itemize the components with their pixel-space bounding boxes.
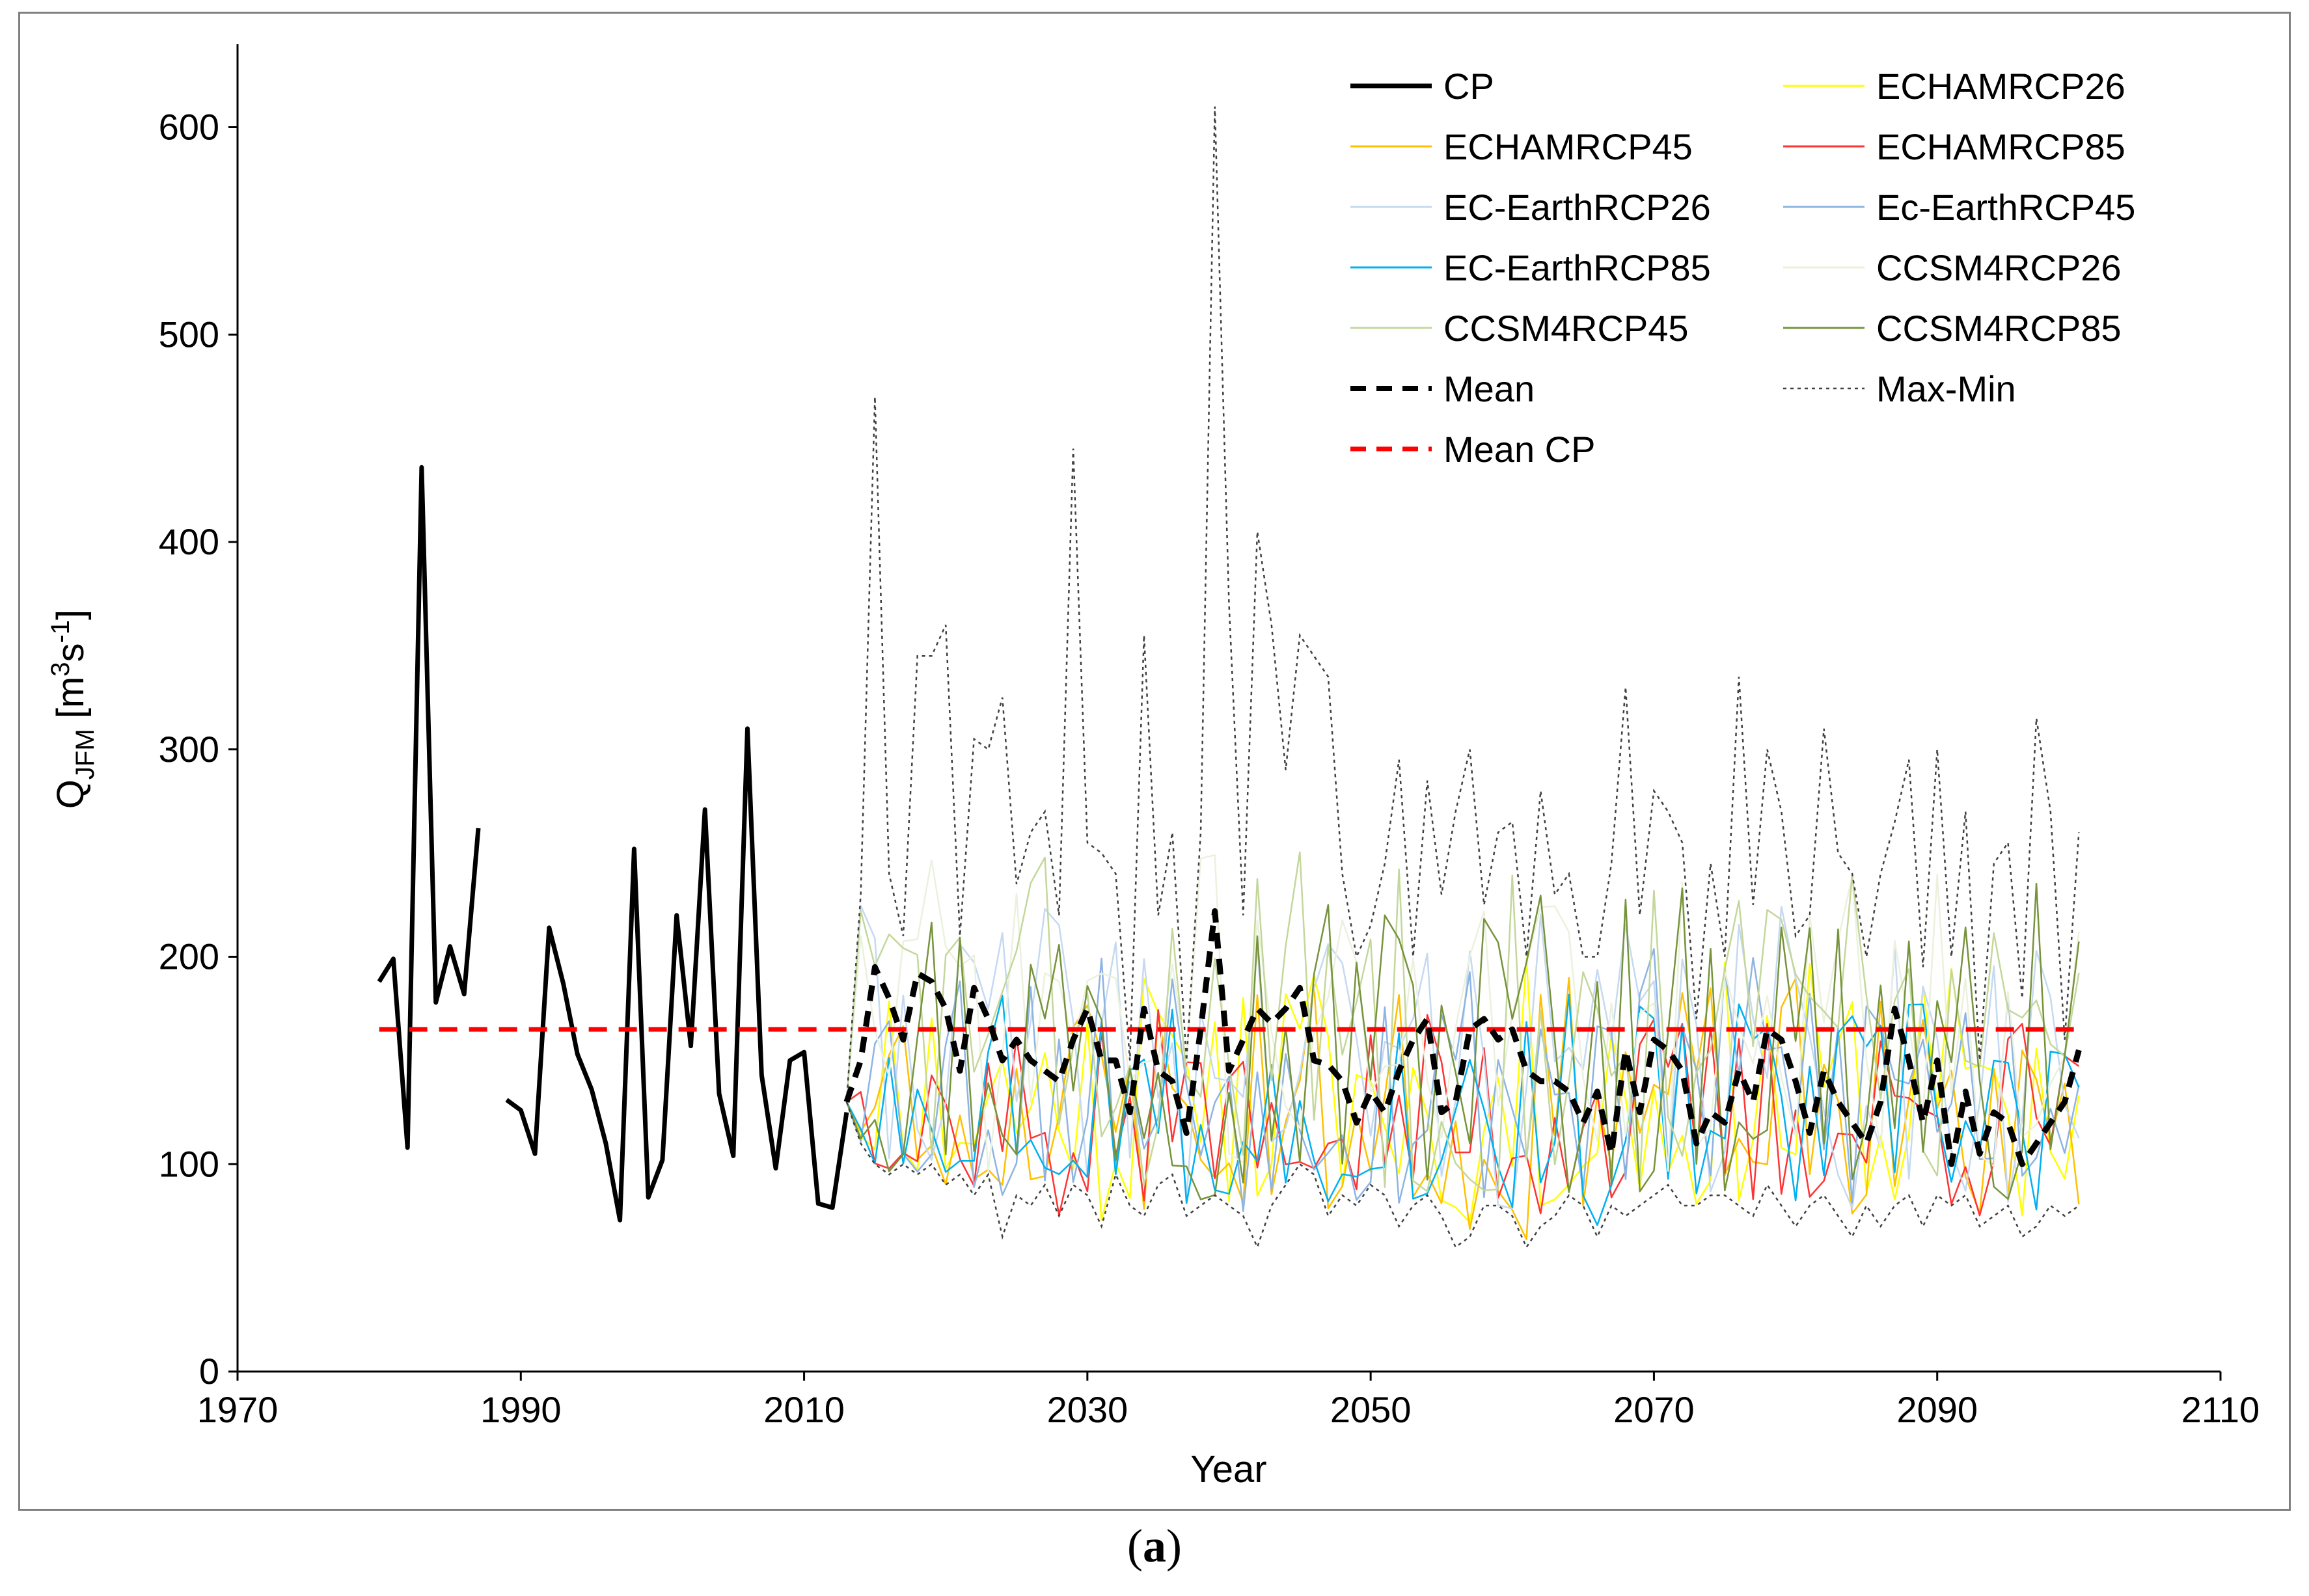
- series-line-echamrcp26: [845, 957, 2080, 1224]
- series-line-ec-earthrcp45: [845, 948, 2080, 1212]
- x-tick-label: 2110: [2181, 1389, 2260, 1430]
- y-axis-title-unit-mid: s: [49, 643, 92, 662]
- y-ticks: 0 100 200 300 400 500 600: [159, 107, 238, 1392]
- x-tick-label: 2070: [1613, 1389, 1695, 1430]
- cp-line: [377, 465, 481, 1150]
- caption-letter: a: [1143, 1520, 1166, 1572]
- legend-label: ECHAMRCP45: [1443, 126, 1693, 167]
- y-axis-title-unit-open: [m: [49, 677, 92, 729]
- legend-label: ECHAMRCP26: [1876, 66, 2125, 107]
- series-layer: [377, 106, 2082, 1250]
- legend-label: CCSM4RCP85: [1876, 308, 2122, 349]
- legend-label: EC-EarthRCP26: [1443, 187, 1711, 228]
- y-axis-title-sup1: 3: [46, 662, 75, 677]
- series-line-ec-earthrcp85: [845, 994, 2080, 1226]
- legend: CP ECHAMRCP45 EC-EarthRCP26 EC-EarthRCP85 CC…: [1350, 66, 2135, 470]
- caption-open: (: [1127, 1520, 1143, 1572]
- legend-label: CCSM4RCP26: [1876, 247, 2122, 288]
- min-line: [845, 1102, 2080, 1250]
- y-axis-title-main: Q: [49, 779, 92, 809]
- legend-label: Mean: [1443, 368, 1535, 409]
- y-axis-title: QJFM [m3s-1]: [46, 610, 100, 809]
- figure-caption: (a): [0, 1519, 2309, 1573]
- x-tick-label: 1990: [480, 1389, 562, 1430]
- y-axis-title-sup2: -1: [46, 620, 75, 643]
- chart-frame: [18, 12, 2291, 1511]
- mean-line: [843, 908, 2082, 1167]
- y-tick-label: 0: [199, 1351, 219, 1392]
- caption-close: ): [1166, 1520, 1182, 1572]
- y-tick-label: 300: [159, 729, 219, 770]
- legend-label: ECHAMRCP85: [1876, 126, 2125, 167]
- y-tick-label: 600: [159, 107, 219, 148]
- x-tick-label: 2050: [1330, 1389, 1412, 1430]
- legend-label: CCSM4RCP45: [1443, 308, 1689, 349]
- y-tick-label: 400: [159, 521, 219, 562]
- legend-label: EC-EarthRCP85: [1443, 247, 1711, 288]
- y-axis-title-sub: JFM: [71, 729, 100, 779]
- x-tick-label: 2030: [1047, 1389, 1128, 1430]
- legend-label: Max-Min: [1876, 368, 2016, 409]
- legend-label: Ec-EarthRCP45: [1876, 187, 2135, 228]
- plot-axes: [236, 44, 2220, 1373]
- y-tick-label: 500: [159, 314, 219, 355]
- y-tick-label: 100: [159, 1143, 219, 1184]
- cp-line: [505, 726, 849, 1223]
- chart-area: 0 100 200 300 400 500 600 1970 1990 2010 2030 2050…: [46, 44, 2260, 1491]
- series-line-ccsm4rcp85: [845, 882, 2080, 1200]
- x-axis-title: Year: [1190, 1448, 1266, 1491]
- x-ticks: 1970 1990 2010 2030 2050 2070 2090 2110: [197, 1372, 2260, 1430]
- x-tick-label: 1970: [197, 1389, 279, 1430]
- x-tick-label: 2010: [763, 1389, 845, 1430]
- y-axis-title-unit-close: ]: [49, 610, 92, 620]
- legend-label: CP: [1443, 66, 1494, 107]
- legend-label: Mean CP: [1443, 429, 1595, 470]
- y-tick-label: 200: [159, 936, 219, 977]
- x-tick-label: 2090: [1896, 1389, 1978, 1430]
